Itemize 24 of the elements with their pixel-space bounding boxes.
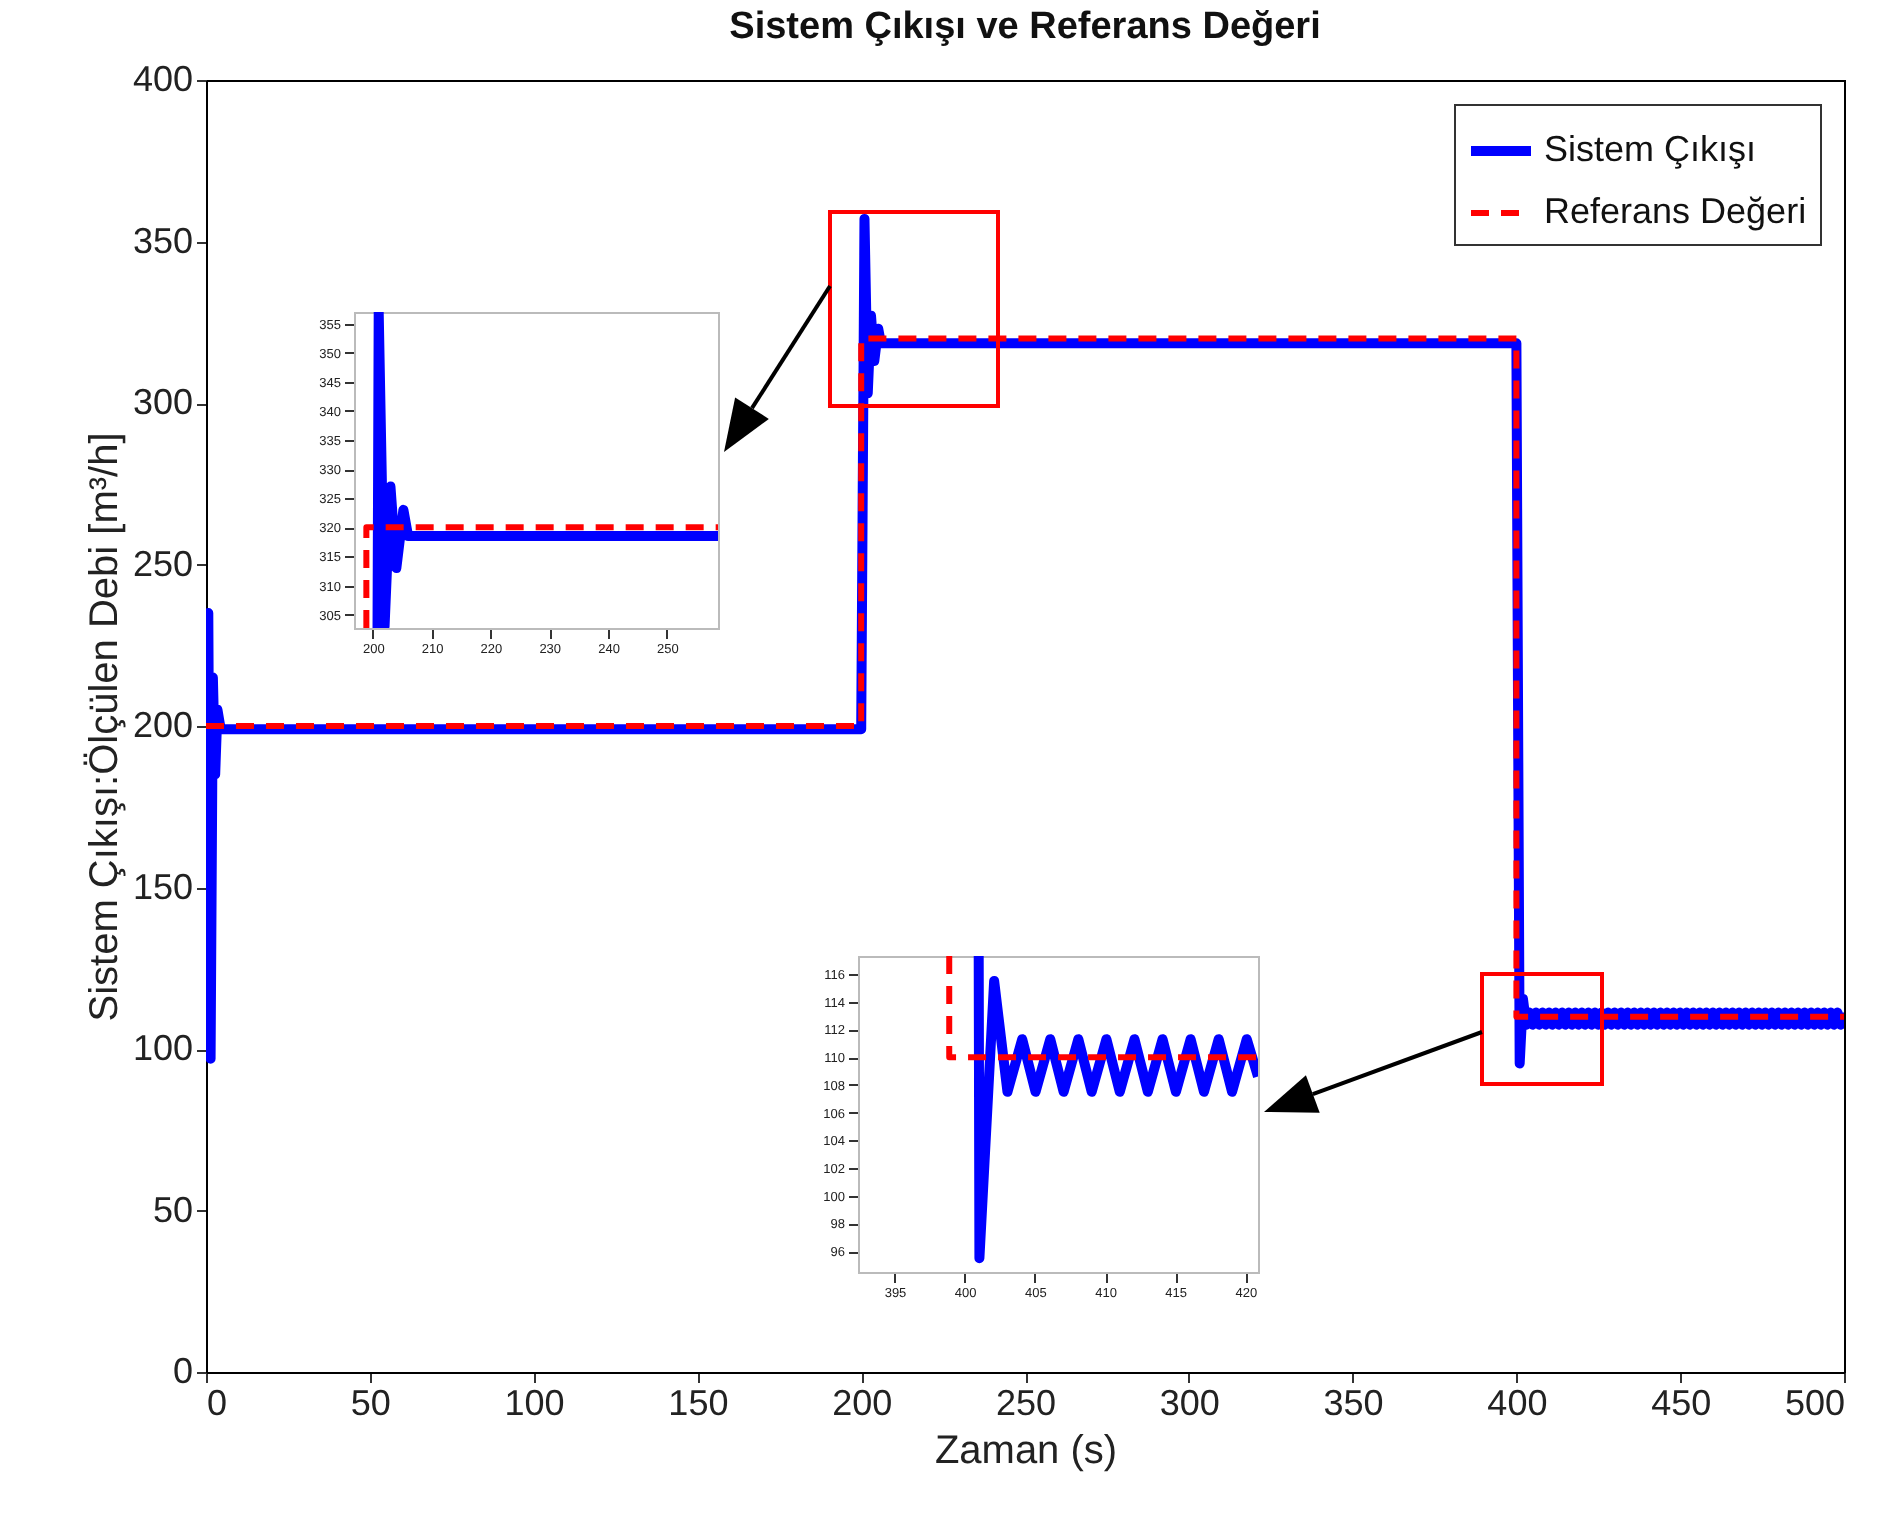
y-tick-label: 0 xyxy=(172,1351,193,1391)
y-tick-label: 50 xyxy=(152,1189,193,1230)
x-tick-label: 450 xyxy=(1651,1383,1712,1423)
y-tick-label: 300 xyxy=(132,382,193,422)
x-tick-label: 500 xyxy=(1784,1383,1845,1423)
x-tick-label: 250 xyxy=(995,1383,1057,1423)
y-tick-label: 400 xyxy=(132,59,193,99)
legend-label: Referans Değeri xyxy=(1544,191,1807,231)
x-axis-title: Zaman (s) xyxy=(934,1429,1118,1473)
x-tick-label: 300 xyxy=(1159,1383,1220,1423)
y-axis-title: Sistem Çıkışı:Ölçülen Debi [m³/h] xyxy=(82,432,127,1022)
y-tick-label: 150 xyxy=(132,866,193,907)
y-tick-label: 350 xyxy=(132,220,193,261)
x-tick-label: 350 xyxy=(1323,1383,1384,1423)
y-tick-label: 100 xyxy=(132,1028,193,1068)
x-tick-label: 150 xyxy=(668,1383,729,1423)
legend-label: Sistem Çıkışı xyxy=(1544,129,1757,169)
x-tick-label: 50 xyxy=(350,1383,391,1423)
x-tick-label: 400 xyxy=(1487,1383,1548,1423)
chart-title: Sistem Çıkışı ve Referans Değeri xyxy=(729,6,1321,48)
x-tick-label: 100 xyxy=(504,1383,565,1423)
x-tick-label: 0 xyxy=(207,1383,228,1423)
y-tick-label: 250 xyxy=(132,543,193,584)
y-tick-label: 200 xyxy=(132,705,193,745)
